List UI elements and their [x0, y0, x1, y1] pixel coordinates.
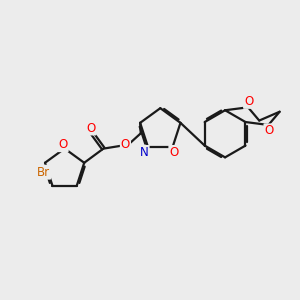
Text: N: N: [140, 146, 149, 159]
Text: O: O: [169, 146, 178, 159]
Text: O: O: [244, 95, 253, 108]
Text: O: O: [58, 138, 68, 151]
Text: O: O: [121, 138, 130, 151]
Text: Br: Br: [37, 166, 50, 179]
Text: O: O: [86, 122, 96, 134]
Text: O: O: [264, 124, 274, 137]
